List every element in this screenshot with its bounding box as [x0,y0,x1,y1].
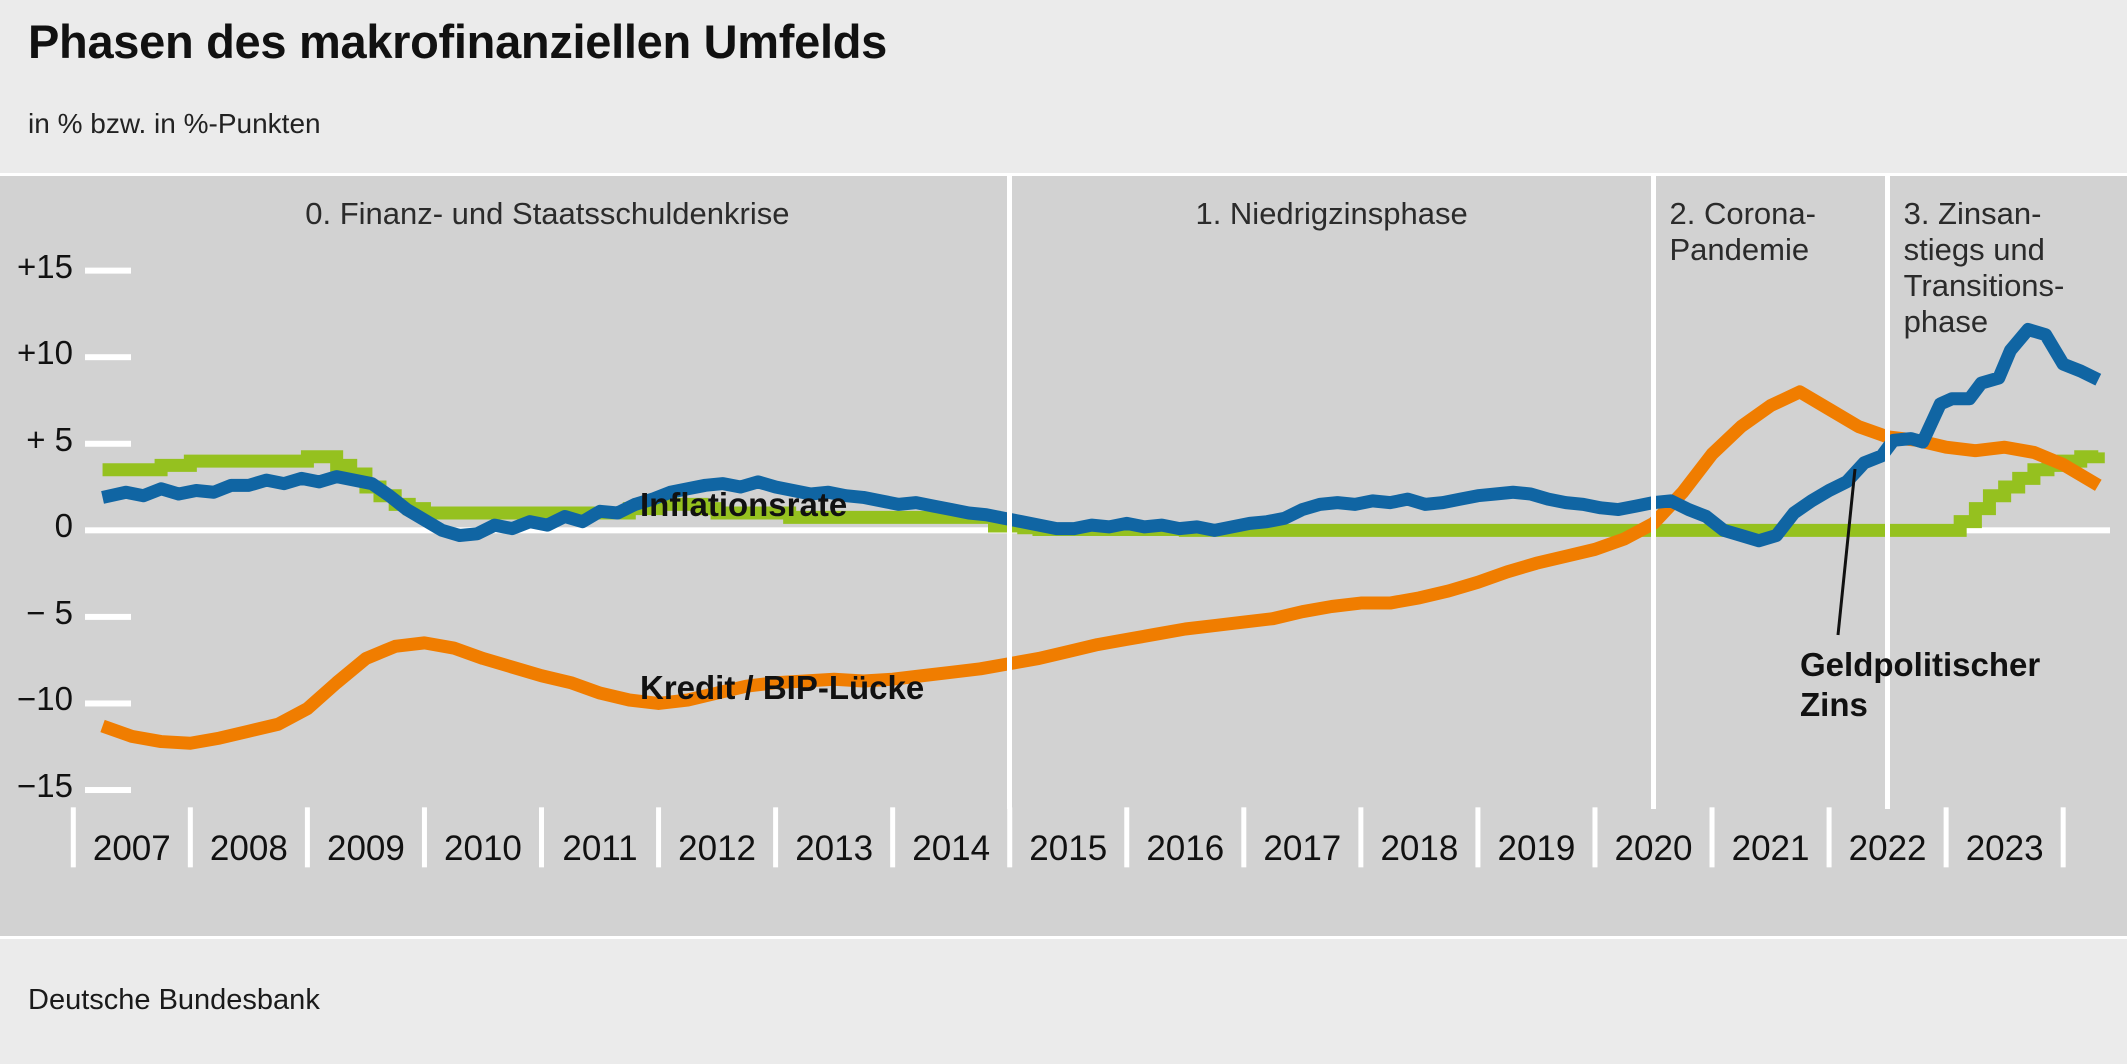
policy-rate-leader-line [1836,468,1857,636]
x-tick-mark [421,807,427,868]
x-axis-year-label: 2016 [1146,829,1225,869]
y-tick-mark [85,267,131,274]
x-axis-year-label: 2023 [1965,829,2044,869]
phase-label-line: 2. Corona- [1669,196,1816,231]
x-tick-mark [2060,807,2066,868]
x-tick-mark [1007,807,1013,868]
series-label-line: Zins [1800,685,1868,723]
x-axis-year-label: 2019 [1497,829,1576,869]
x-axis-year-label: 2008 [209,829,288,869]
footer-divider [0,936,2127,939]
x-tick-mark [70,807,76,868]
x-tick-mark [1241,807,1247,868]
inflation-label: Inflationsrate [640,486,848,523]
y-tick-label: −10 [17,680,73,718]
x-axis-year-label: 2009 [326,829,405,869]
x-axis-year-label: 2013 [795,829,874,869]
x-axis-year-label: 2017 [1263,829,1342,869]
y-tick-mark [85,440,131,447]
y-tick-mark [85,700,131,707]
phase-divider-1 [1007,176,1013,810]
source-attribution: Deutsche Bundesbank [28,984,320,1016]
phase-label-line: Pandemie [1669,231,1810,267]
phase-label-1: 1. Niedrigzinsphase [1010,196,1654,232]
x-axis-year-label: 2022 [1848,829,1927,869]
y-tick-mark [85,613,131,620]
phase-divider-2 [1650,176,1656,810]
x-tick-mark [1943,807,1949,868]
x-tick-mark [1592,807,1598,868]
header-divider [0,173,2127,176]
chart-title: Phasen des makrofinanziellen Umfelds [28,15,887,68]
chart-plot-panel [0,176,2127,936]
phase-label-line: 0. Finanz- und Staatsschuldenkrise [305,196,790,231]
phase-label-2: 2. Corona- Pandemie [1669,196,1883,268]
x-tick-mark [1475,807,1481,868]
x-axis-year-label: 2007 [92,829,171,869]
x-tick-mark [1358,807,1364,868]
x-axis-year-label: 2021 [1731,829,1810,869]
y-tick-label: +15 [17,247,73,285]
x-tick-mark [773,807,779,868]
phase-label-0: 0. Finanz- und Staatsschuldenkrise [85,196,1010,232]
y-tick-label: + 5 [26,420,73,458]
x-axis-year-label: 2015 [1029,829,1108,869]
chart-footer: Deutsche Bundesbank [0,936,2127,1064]
phase-label-line: Transitions- [1903,267,2065,303]
phase-label-line: stiegs und [1903,231,2045,267]
x-tick-mark [1709,807,1715,868]
x-axis-year-label: 2012 [678,829,757,869]
x-tick-mark [539,807,545,868]
y-tick-mark [85,787,131,794]
credit-gap-label: Kredit / BIP-Lücke [640,669,925,706]
y-tick-mark [85,354,131,361]
phase-divider-3 [1885,176,1891,810]
x-tick-mark [1124,807,1130,868]
phase-label-line: phase [1903,303,1989,339]
chart-subtitle: in % bzw. in %-Punkten [28,108,321,139]
y-tick-label: − 5 [26,593,73,631]
x-tick-mark [890,807,896,868]
series-policy-rate [102,450,2105,537]
x-tick-mark [1826,807,1832,868]
phase-label-line: 3. Zinsan- [1903,196,2042,231]
phase-label-3: 3. Zinsan-stiegs und Transitions-phase [1904,196,2106,340]
chart-plot-svg [70,267,2110,868]
x-axis-year-label: 2011 [562,829,638,869]
y-tick-label: −15 [17,767,73,805]
x-tick-mark [304,807,310,868]
series-credit-gap [100,385,2102,750]
chart-header: Phasen des makrofinanziellen Umfelds in … [0,0,2127,176]
y-tick-label: 0 [54,507,73,545]
series-label-line: Geldpolitischer [1800,646,2041,683]
y-tick-label: +10 [17,334,73,372]
x-axis-year-label: 2010 [444,829,522,869]
x-axis-year-label: 2018 [1380,829,1459,869]
policy-rate-label: Geldpolitischer Zins [1800,645,2040,724]
x-tick-mark [187,807,193,868]
x-axis-year-label: 2020 [1614,829,1693,869]
x-axis-year-label: 2014 [912,829,991,869]
x-tick-mark [656,807,662,868]
series-inflation [101,322,2102,548]
phase-label-line: 1. Niedrigzinsphase [1195,196,1468,231]
